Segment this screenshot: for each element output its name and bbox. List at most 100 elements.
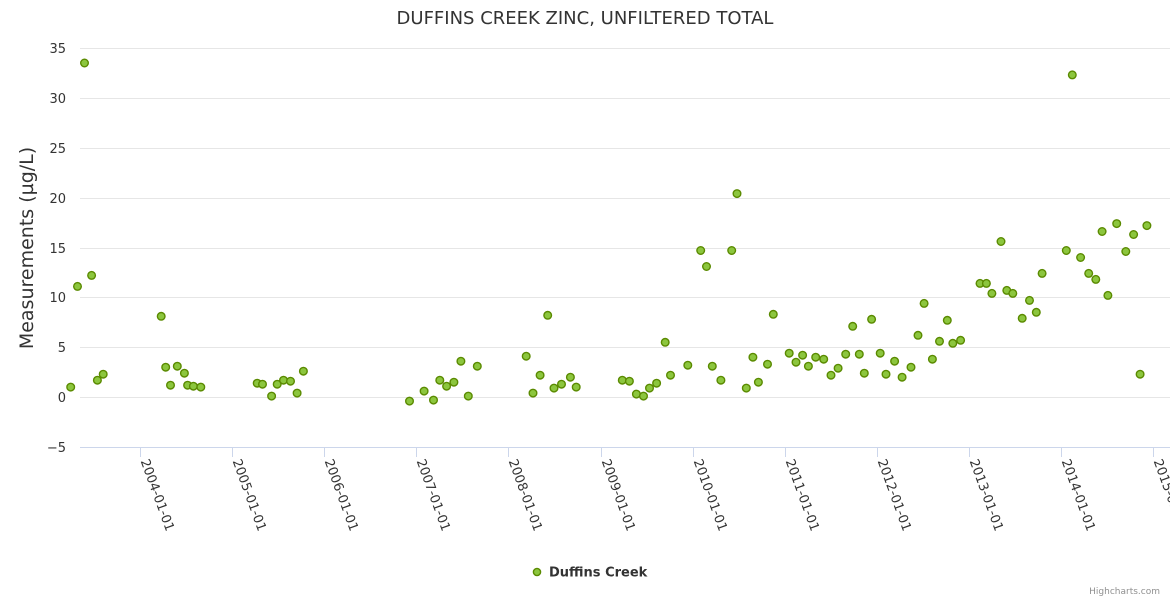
data-point[interactable] [727,245,737,255]
data-point[interactable] [890,356,900,366]
data-point[interactable] [521,351,531,361]
data-point[interactable] [859,368,869,378]
data-point[interactable] [948,338,958,348]
data-point[interactable] [156,311,166,321]
data-point[interactable] [1008,288,1018,298]
data-point[interactable] [956,335,966,345]
data-point[interactable] [875,348,885,358]
data-point[interactable] [463,391,473,401]
data-point[interactable] [472,361,482,371]
data-point[interactable] [429,395,439,405]
data-point[interactable] [298,366,308,376]
data-point[interactable] [165,380,175,390]
data-point[interactable] [811,352,821,362]
data-point[interactable] [557,379,567,389]
data-point[interactable] [172,361,182,371]
legend[interactable]: Duffins Creek [532,566,648,581]
data-point[interactable] [161,362,171,372]
data-point[interactable] [1024,295,1034,305]
data-point[interactable] [763,359,773,369]
data-point[interactable] [1097,226,1107,236]
data-point[interactable] [716,375,726,385]
data-point[interactable] [188,381,198,391]
data-point[interactable] [1061,245,1071,255]
data-point[interactable] [449,377,459,387]
data-point[interactable] [702,262,712,272]
data-point[interactable] [1103,290,1113,300]
data-point[interactable] [732,189,742,199]
data-point[interactable] [935,336,945,346]
data-point[interactable] [267,391,277,401]
data-point[interactable] [854,349,864,359]
data-point[interactable] [98,369,108,379]
data-point[interactable] [1067,70,1077,80]
data-point[interactable] [1076,252,1086,262]
data-point[interactable] [1135,369,1145,379]
data-point[interactable] [179,368,189,378]
data-point[interactable] [617,375,627,385]
data-point[interactable] [565,372,575,382]
data-point[interactable] [645,383,655,393]
data-point[interactable] [741,383,751,393]
data-point[interactable] [848,321,858,331]
data-point[interactable] [1142,221,1152,231]
data-point[interactable] [87,270,97,280]
data-point[interactable] [826,370,836,380]
data-point[interactable] [906,362,916,372]
data-point[interactable] [1091,274,1101,284]
data-point[interactable] [798,350,808,360]
data-point[interactable] [696,245,706,255]
legend-item-duffins-creek[interactable]: Duffins Creek [549,566,648,581]
data-point[interactable] [791,357,801,367]
data-point[interactable] [987,288,997,298]
data-point[interactable] [841,349,851,359]
data-point[interactable] [683,360,693,370]
data-point[interactable] [72,281,82,291]
data-point[interactable] [753,377,763,387]
data-point[interactable] [442,381,452,391]
data-point[interactable] [768,309,778,319]
data-point[interactable] [1017,313,1027,323]
data-point[interactable] [881,369,891,379]
data-point[interactable] [528,388,538,398]
data-point[interactable] [292,388,302,398]
data-point[interactable] [942,315,952,325]
data-point[interactable] [919,298,929,308]
data-point[interactable] [1031,307,1041,317]
data-point[interactable] [639,391,649,401]
data-point[interactable] [913,330,923,340]
data-point[interactable] [535,370,545,380]
data-point[interactable] [571,382,581,392]
credits-link[interactable]: Highcharts.com [1089,587,1160,597]
data-point[interactable] [660,337,670,347]
data-point[interactable] [927,354,937,364]
data-point[interactable] [196,382,206,392]
data-point[interactable] [819,354,829,364]
data-point[interactable] [1112,219,1122,229]
data-point[interactable] [652,378,662,388]
data-point[interactable] [867,314,877,324]
data-point[interactable] [419,386,429,396]
data-point[interactable] [92,375,102,385]
data-point[interactable] [1037,268,1047,278]
data-point[interactable] [624,376,634,386]
data-point[interactable] [286,376,296,386]
data-point[interactable] [1084,268,1094,278]
data-point[interactable] [66,382,76,392]
data-point[interactable] [784,348,794,358]
data-point[interactable] [79,58,89,68]
data-point[interactable] [707,361,717,371]
data-point[interactable] [549,383,559,393]
data-point[interactable] [833,363,843,373]
data-point[interactable] [666,370,676,380]
data-point[interactable] [1129,229,1139,239]
data-point[interactable] [435,375,445,385]
data-point[interactable] [456,356,466,366]
data-point[interactable] [996,236,1006,246]
data-point[interactable] [405,396,415,406]
data-point[interactable] [272,379,282,389]
data-point[interactable] [897,372,907,382]
data-point[interactable] [1121,246,1131,256]
data-point[interactable] [543,310,553,320]
data-point[interactable] [748,352,758,362]
